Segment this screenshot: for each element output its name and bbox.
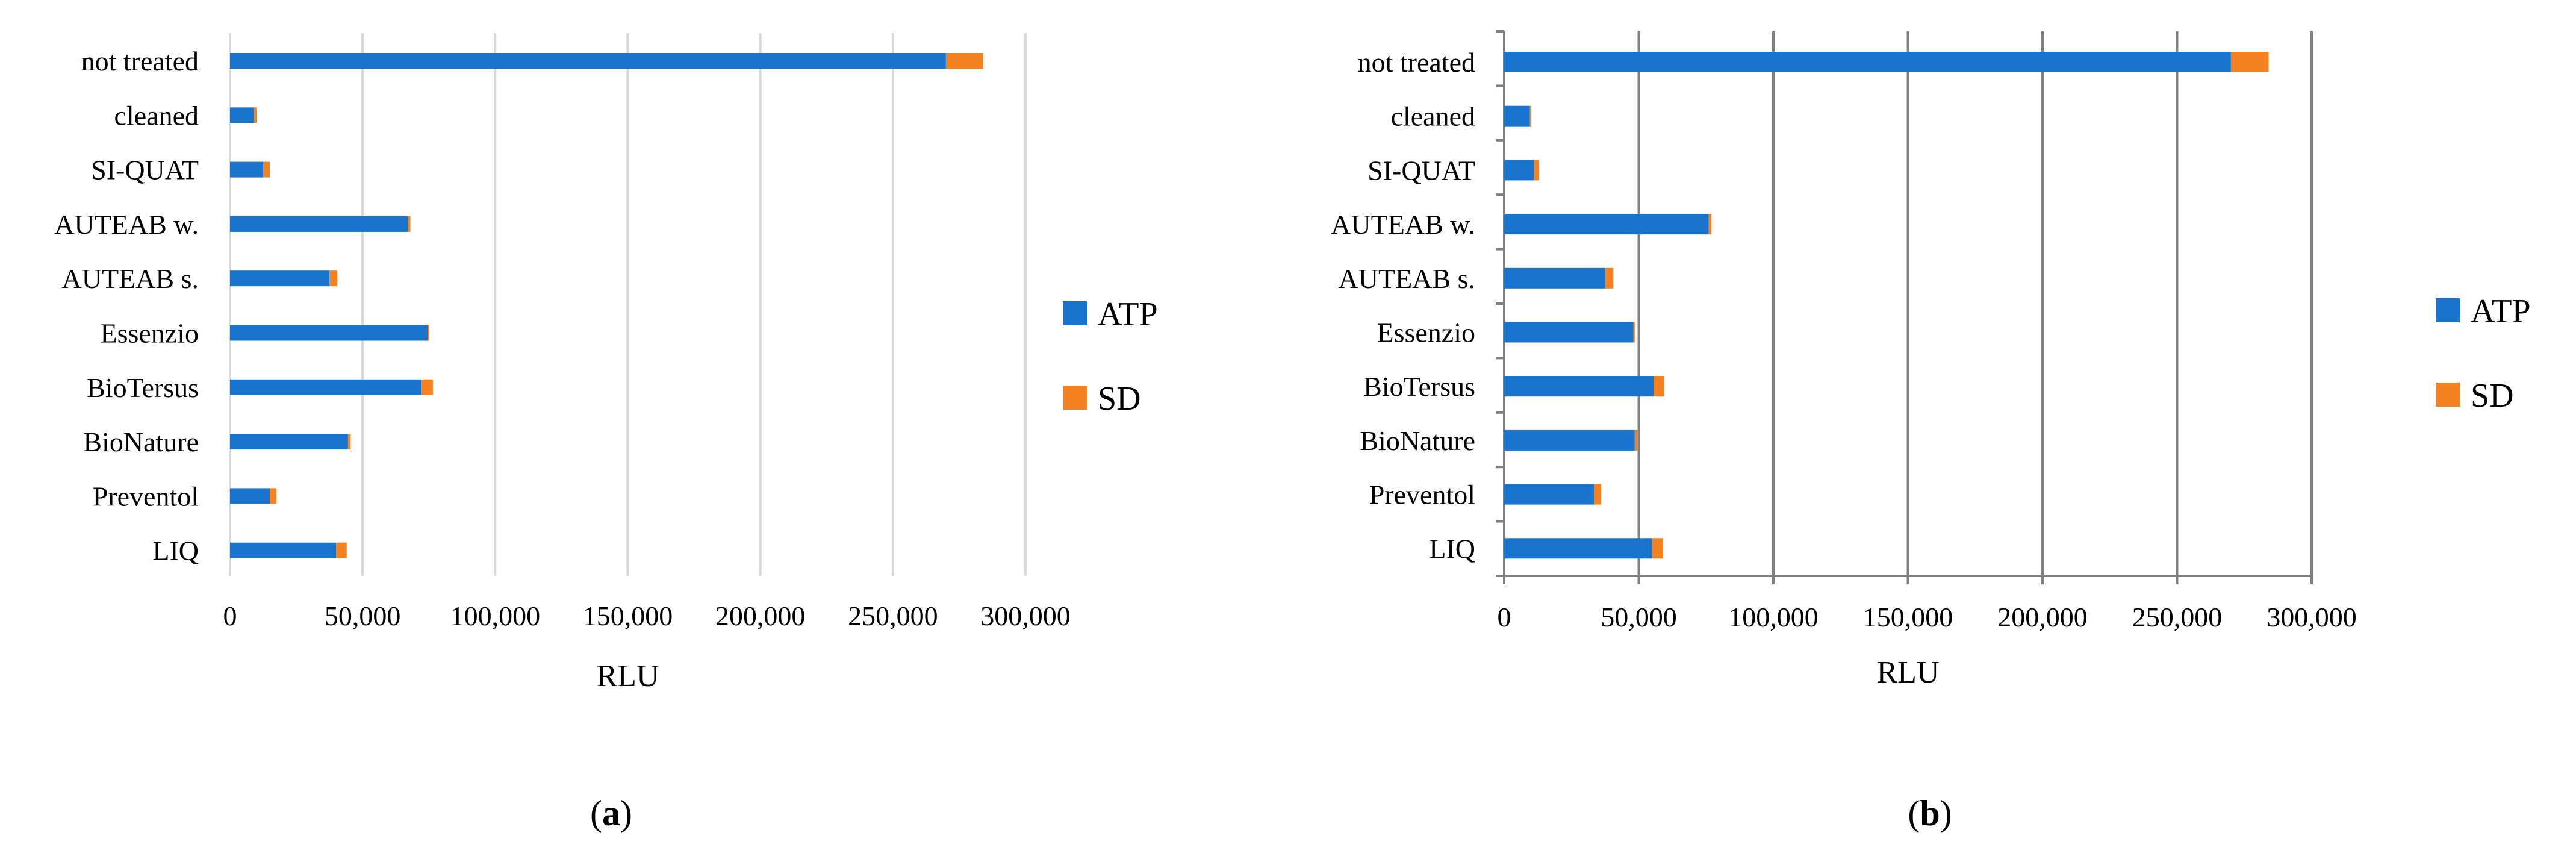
bar-atp <box>230 325 428 341</box>
legend-label: ATP <box>2471 293 2531 330</box>
x-tick-label: 50,000 <box>325 601 401 631</box>
category-label: cleaned <box>1391 101 1475 132</box>
category-label: Essenzio <box>100 318 199 349</box>
bar-atp <box>1504 322 1634 343</box>
bar-sd <box>1708 214 1712 235</box>
bar-atp <box>230 53 946 69</box>
category-label: AUTEAB w. <box>1331 209 1475 240</box>
bar-atp <box>230 434 348 450</box>
x-tick-label: 150,000 <box>1863 602 1953 633</box>
bar-atp <box>1504 484 1594 505</box>
category-label: AUTEAB s. <box>62 263 199 294</box>
bar-atp <box>1504 267 1605 289</box>
bar-atp <box>230 379 422 395</box>
legend-label: SD <box>2471 377 2514 414</box>
x-tick-label: 100,000 <box>1728 602 1818 633</box>
bar-sd <box>1534 160 1540 181</box>
bar-sd <box>428 325 429 341</box>
panel-label-close: ) <box>620 793 632 833</box>
bar-sd <box>1605 267 1614 289</box>
category-label: LIQ <box>152 536 199 566</box>
x-tick-label: 0 <box>1498 602 1511 633</box>
panel-label-open: ( <box>1908 793 1920 833</box>
x-tick-label: 50,000 <box>1601 602 1677 633</box>
panel-label-close: ) <box>1940 793 1952 833</box>
bar-sd <box>270 488 277 504</box>
bar-atp <box>230 216 408 232</box>
bar-atp <box>230 161 264 178</box>
x-tick-label: 300,000 <box>2266 602 2357 633</box>
category-label: cleaned <box>114 100 199 131</box>
category-label: LIQ <box>1429 533 1475 564</box>
x-tick-label: 250,000 <box>848 601 938 631</box>
bar-sd <box>1654 376 1664 397</box>
chart-panel-b: not treated cleaned SI-QUAT AUTEAB w. AUTEAB… <box>1331 30 2531 833</box>
category-label: BioTersus <box>87 372 199 403</box>
bar-atp <box>230 270 330 287</box>
bar-sd <box>945 53 983 69</box>
bar-atp <box>1504 538 1652 559</box>
x-tick-label: 200,000 <box>1997 602 2088 633</box>
category-label: not treated <box>1358 47 1475 78</box>
bar-sd <box>1529 105 1531 127</box>
panel-label-letter: b <box>1920 793 1940 833</box>
category-label: AUTEAB w. <box>54 209 199 240</box>
legend-swatch <box>1063 301 1087 325</box>
category-label: BioTersus <box>1363 371 1475 402</box>
bar-sd <box>1594 484 1601 505</box>
bar-sd <box>263 161 270 178</box>
bar-sd <box>1633 322 1635 343</box>
legend-swatch <box>2436 298 2460 322</box>
category-label: Essenzio <box>1377 317 1475 348</box>
x-tick-label: 200,000 <box>715 601 806 631</box>
panel-label: (a) <box>590 793 632 833</box>
bar-sd <box>421 379 433 395</box>
bar-atp <box>1504 52 2231 72</box>
bar-sd <box>2230 52 2269 72</box>
category-label: SI-QUAT <box>91 155 199 186</box>
bar-atp <box>1504 376 1654 397</box>
x-tick-label: 0 <box>223 601 237 631</box>
x-axis-label: RLU <box>597 659 659 693</box>
bar-atp <box>1504 430 1635 451</box>
bar-atp <box>1504 160 1534 181</box>
bar-sd <box>408 216 411 232</box>
x-tick-label: 150,000 <box>583 601 673 631</box>
legend-label: ATP <box>1098 296 1158 333</box>
x-tick-label: 250,000 <box>2132 602 2223 633</box>
legend-swatch <box>1063 386 1087 410</box>
category-label: not treated <box>81 46 199 77</box>
legend-swatch <box>2436 383 2460 407</box>
panel-label: (b) <box>1908 793 1952 833</box>
x-tick-label: 300,000 <box>980 601 1071 631</box>
bar-sd <box>254 107 257 123</box>
category-label: Preventol <box>93 481 199 511</box>
bar-atp <box>1504 105 1530 127</box>
category-label: BioNature <box>1360 425 1475 456</box>
x-tick-label: 100,000 <box>450 601 541 631</box>
legend-label: SD <box>1098 380 1141 417</box>
panel-label-open: ( <box>590 793 602 833</box>
bar-atp <box>230 488 270 504</box>
bar-atp <box>230 107 254 123</box>
bar-sd <box>329 270 338 287</box>
category-label: AUTEAB s. <box>1339 263 1475 294</box>
bar-sd <box>1634 430 1638 451</box>
bar-atp <box>230 542 337 558</box>
panel-label-letter: a <box>602 793 620 833</box>
bar-atp <box>1504 214 1709 235</box>
bar-sd <box>1652 538 1663 559</box>
bar-sd <box>336 542 347 558</box>
chart-panel-a: not treated cleaned SI-QUAT AUTEAB w. AUTEAB… <box>54 33 1158 833</box>
category-label: BioNature <box>83 426 199 457</box>
legend: ATP SD <box>2436 293 2531 414</box>
x-axis-label: RLU <box>1877 655 1940 690</box>
category-label: Preventol <box>1369 479 1475 510</box>
category-label: SI-QUAT <box>1367 155 1475 186</box>
bar-sd <box>347 434 351 450</box>
legend: ATP SD <box>1063 296 1158 417</box>
